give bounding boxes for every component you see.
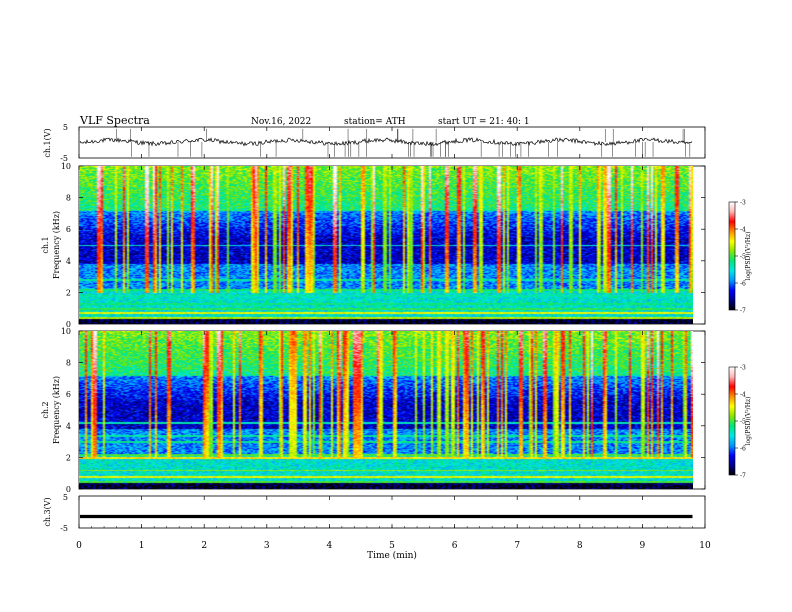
ch3-ylabel: ch.3(V) bbox=[43, 497, 52, 526]
time-tick-label: 4 bbox=[327, 541, 333, 551]
time-tick-label: 0 bbox=[76, 541, 82, 551]
ch3-waveform-panel: 5 -5 ch.3(V) bbox=[43, 493, 706, 533]
colorbar-tick-label: -7 bbox=[740, 473, 746, 480]
colorbar-tick-label: -4 bbox=[740, 392, 746, 399]
colorbar-tick-label: -6 bbox=[740, 281, 746, 288]
ch1-freq-ticks: 0 2 4 6 8 10 bbox=[61, 162, 705, 329]
colorbar-tick-label: -3 bbox=[740, 200, 746, 207]
freq-tick-label: 6 bbox=[66, 390, 71, 399]
ch1-colorbar-label: log(PSD)(V²/Hz) bbox=[745, 232, 752, 281]
freq-tick-label: 10 bbox=[61, 162, 71, 171]
colorbar-tick-label: -5 bbox=[740, 419, 746, 426]
time-tick-label: 3 bbox=[264, 541, 270, 551]
colorbar-tick-label: -6 bbox=[740, 446, 746, 453]
colorbar-tick-label: -3 bbox=[740, 365, 746, 372]
ch1-ylabel: ch.1(V) bbox=[43, 128, 52, 157]
ch2-spectrogram-panel: 0 2 4 6 8 10 ch.2 Frequency (kHz) bbox=[41, 327, 706, 494]
freq-tick-label: 8 bbox=[66, 194, 71, 203]
colorbar-tick-label: -7 bbox=[740, 308, 746, 315]
ch2-colorbar-label: log(PSD)(V²/Hz) bbox=[745, 397, 752, 446]
ch2-colorbar-bar bbox=[728, 366, 736, 476]
ch1-ytick-top: 5 bbox=[63, 123, 68, 132]
ch2-spectrogram-image bbox=[79, 331, 693, 489]
ch1-trace bbox=[79, 137, 693, 147]
ch1-spikes bbox=[116, 128, 691, 157]
time-axis-label: Time (min) bbox=[367, 550, 417, 561]
ch2-freq-ticks: 0 2 4 6 8 10 bbox=[61, 327, 705, 494]
time-tick-label: 9 bbox=[640, 541, 646, 551]
ch2-channel-label: ch.2 bbox=[41, 401, 50, 418]
freq-tick-label: 8 bbox=[66, 359, 71, 368]
time-tick-label: 8 bbox=[577, 541, 583, 551]
freq-tick-label: 2 bbox=[66, 453, 71, 462]
ch3-waveform-frame bbox=[78, 495, 706, 529]
freq-tick-label: 0 bbox=[66, 320, 71, 329]
ch1-frequency-label: Frequency (kHz) bbox=[52, 211, 61, 279]
ch1-channel-label: ch.1 bbox=[41, 236, 50, 253]
time-tick-label: 1 bbox=[139, 541, 145, 551]
ch3-ytick-top: 5 bbox=[63, 493, 68, 502]
ch1-waveform-frame bbox=[78, 126, 706, 159]
freq-tick-label: 4 bbox=[66, 422, 71, 431]
ch1-colorbar: -3 -4 -5 -6 -7 log(PSD)(V²/Hz) bbox=[728, 200, 752, 315]
ch3-ytick-bottom: -5 bbox=[60, 524, 68, 533]
time-axis: 0 1 2 3 4 5 6 7 8 9 10 bbox=[76, 127, 711, 551]
ch1-waveform-panel: 5 -5 ch.1(V) bbox=[43, 123, 706, 163]
time-tick-label: 5 bbox=[389, 541, 395, 551]
station-label: station= ATH bbox=[344, 117, 406, 127]
time-tick-label: 6 bbox=[452, 541, 458, 551]
date-label: Nov.16, 2022 bbox=[251, 117, 311, 127]
freq-tick-label: 2 bbox=[66, 288, 71, 297]
start-time-label: start UT = 21: 40: 1 bbox=[438, 117, 530, 127]
ch2-colorbar-ticks: -3 -4 -5 -6 -7 bbox=[735, 365, 746, 480]
freq-tick-label: 0 bbox=[66, 485, 71, 494]
ch1-colorbar-bar bbox=[728, 201, 736, 311]
freq-tick-label: 6 bbox=[66, 225, 71, 234]
ch1-spectrogram-panel: 0 2 4 6 8 10 ch.1 Frequency (kHz) bbox=[41, 162, 706, 329]
time-tick-label: 7 bbox=[514, 541, 520, 551]
figure-title: VLF Spectra bbox=[79, 114, 150, 127]
ch2-frequency-label: Frequency (kHz) bbox=[52, 376, 61, 444]
freq-tick-label: 4 bbox=[66, 257, 71, 266]
freq-tick-label: 10 bbox=[61, 327, 71, 336]
time-tick-label: 2 bbox=[201, 541, 207, 551]
time-tick-label: 10 bbox=[699, 541, 711, 551]
ch1-spectrogram-image bbox=[79, 166, 693, 324]
ch1-ytick-bottom: -5 bbox=[60, 154, 68, 163]
colorbar-tick-label: -4 bbox=[740, 227, 746, 234]
colorbar-tick-label: -5 bbox=[740, 254, 746, 261]
ch1-colorbar-ticks: -3 -4 -5 -6 -7 bbox=[735, 200, 746, 315]
ch2-colorbar: -3 -4 -5 -6 -7 log(PSD)(V²/Hz) bbox=[728, 365, 752, 480]
